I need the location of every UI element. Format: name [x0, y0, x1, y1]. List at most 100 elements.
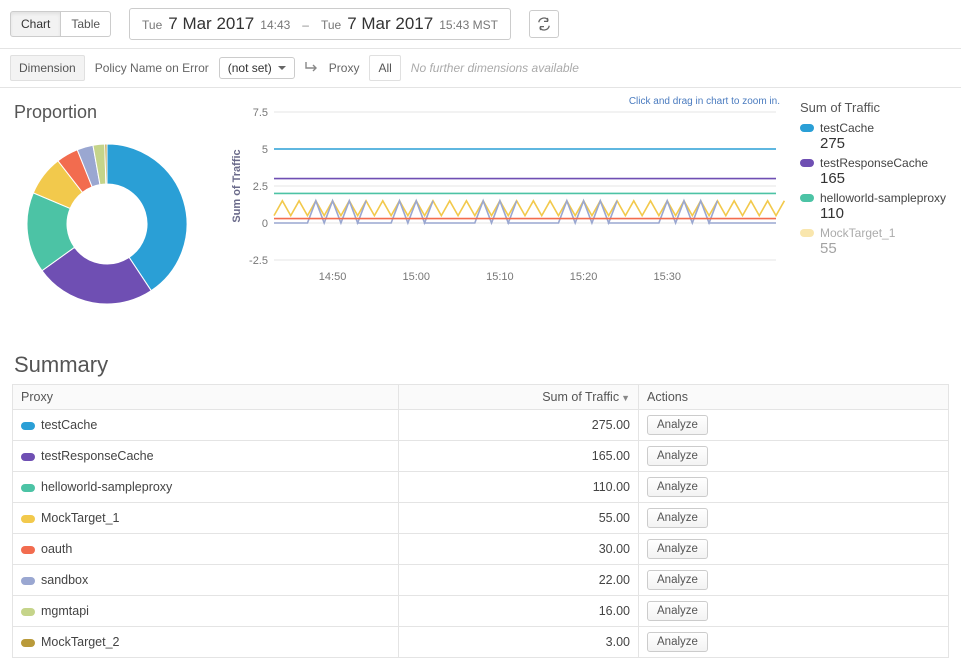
traffic-line-chart[interactable]: Click and drag in chart to zoom in. -2.5… — [226, 98, 786, 291]
cell-proxy: mgmtapi — [13, 596, 399, 627]
row-swatch-icon — [21, 515, 35, 523]
legend-item-testResponseCache[interactable]: testResponseCache — [800, 156, 961, 170]
cell-actions: Analyze — [639, 596, 949, 627]
cell-traffic: 165.00 — [398, 441, 638, 472]
legend-label: testCache — [820, 121, 874, 135]
svg-text:Sum of Traffic: Sum of Traffic — [231, 149, 243, 222]
cell-traffic: 275.00 — [398, 410, 638, 441]
row-swatch-icon — [21, 608, 35, 616]
summary-section: Summary Proxy Sum of Traffic▼ Actions te… — [12, 352, 949, 658]
analyze-button[interactable]: Analyze — [647, 477, 708, 497]
cell-actions: Analyze — [639, 503, 949, 534]
legend-title: Sum of Traffic — [800, 100, 961, 115]
legend-item-testCache[interactable]: testCache — [800, 121, 961, 135]
row-swatch-icon — [21, 546, 35, 554]
refresh-button[interactable] — [529, 10, 559, 38]
analyze-button[interactable]: Analyze — [647, 539, 708, 559]
legend-swatch-icon — [800, 194, 814, 202]
date-sep: – — [302, 18, 309, 32]
svg-text:5: 5 — [262, 144, 268, 156]
legend-label: helloworld-sampleproxy — [820, 191, 946, 205]
proportion-title: Proportion — [14, 102, 212, 123]
svg-text:14:50: 14:50 — [319, 271, 347, 283]
svg-text:0: 0 — [262, 218, 268, 230]
cell-traffic: 3.00 — [398, 627, 638, 658]
donut-chart[interactable] — [12, 129, 202, 309]
cell-proxy: helloworld-sampleproxy — [13, 472, 399, 503]
proportion-panel: Proportion — [12, 98, 212, 312]
col-proxy[interactable]: Proxy — [13, 385, 399, 410]
date-range-picker[interactable]: Tue 7 Mar 2017 14:43 – Tue 7 Mar 2017 15… — [129, 8, 511, 40]
svg-text:7.5: 7.5 — [253, 107, 268, 119]
legend-value: 110 — [820, 205, 961, 222]
table-row: testCache 275.00 Analyze — [13, 410, 949, 441]
legend-swatch-icon — [800, 124, 814, 132]
table-row: mgmtapi 16.00 Analyze — [13, 596, 949, 627]
cell-actions: Analyze — [639, 472, 949, 503]
col-traffic[interactable]: Sum of Traffic▼ — [398, 385, 638, 410]
all-pill[interactable]: All — [369, 55, 400, 81]
date-to-day: Tue — [321, 18, 341, 32]
analyze-button[interactable]: Analyze — [647, 601, 708, 621]
cell-proxy: oauth — [13, 534, 399, 565]
cell-traffic: 30.00 — [398, 534, 638, 565]
legend-label: testResponseCache — [820, 156, 928, 170]
cell-proxy: testResponseCache — [13, 441, 399, 472]
table-row: sandbox 22.00 Analyze — [13, 565, 949, 596]
legend-value: 165 — [820, 170, 961, 187]
analyze-button[interactable]: Analyze — [647, 446, 708, 466]
proxy-label: Proxy — [329, 61, 360, 75]
refresh-icon — [537, 17, 551, 31]
legend-value: 275 — [820, 135, 961, 152]
cell-proxy: sandbox — [13, 565, 399, 596]
row-swatch-icon — [21, 577, 35, 585]
col-actions: Actions — [639, 385, 949, 410]
view-toggle: Chart Table — [10, 11, 111, 37]
drill-icon — [305, 61, 319, 76]
date-from-day: Tue — [142, 18, 162, 32]
table-tab[interactable]: Table — [61, 11, 111, 37]
table-row: helloworld-sampleproxy 110.00 Analyze — [13, 472, 949, 503]
legend-swatch-icon — [800, 159, 814, 167]
analyze-button[interactable]: Analyze — [647, 570, 708, 590]
date-to-main: 7 Mar 2017 — [347, 14, 433, 34]
analyze-button[interactable]: Analyze — [647, 508, 708, 528]
table-row: testResponseCache 165.00 Analyze — [13, 441, 949, 472]
cell-proxy: MockTarget_1 — [13, 503, 399, 534]
cell-actions: Analyze — [639, 534, 949, 565]
cell-traffic: 16.00 — [398, 596, 638, 627]
svg-text:15:30: 15:30 — [653, 271, 681, 283]
policy-name-label: Policy Name on Error — [95, 61, 209, 75]
date-from-main: 7 Mar 2017 — [168, 14, 254, 34]
cell-traffic: 110.00 — [398, 472, 638, 503]
row-swatch-icon — [21, 422, 35, 430]
svg-text:15:20: 15:20 — [570, 271, 598, 283]
summary-title: Summary — [14, 352, 949, 378]
chart-tab[interactable]: Chart — [10, 11, 61, 37]
policy-name-select[interactable]: (not set) — [219, 57, 295, 79]
date-to-time: 15:43 MST — [439, 18, 498, 32]
row-swatch-icon — [21, 484, 35, 492]
date-from-time: 14:43 — [260, 18, 290, 32]
cell-traffic: 22.00 — [398, 565, 638, 596]
legend-item-helloworld-sampleproxy[interactable]: helloworld-sampleproxy — [800, 191, 961, 205]
sort-desc-icon: ▼ — [621, 393, 630, 403]
svg-text:-2.5: -2.5 — [249, 255, 268, 267]
legend-panel: Sum of Traffic testCache 275 testRespons… — [800, 98, 961, 261]
cell-actions: Analyze — [639, 565, 949, 596]
zoom-hint: Click and drag in chart to zoom in. — [629, 96, 780, 107]
series-sandbox[interactable] — [274, 201, 776, 223]
cell-actions: Analyze — [639, 627, 949, 658]
dimension-hint: No further dimensions available — [411, 61, 579, 75]
cell-traffic: 55.00 — [398, 503, 638, 534]
legend-item-MockTarget_1[interactable]: MockTarget_1 — [800, 226, 961, 240]
cell-actions: Analyze — [639, 410, 949, 441]
row-swatch-icon — [21, 639, 35, 647]
cell-actions: Analyze — [639, 441, 949, 472]
analyze-button[interactable]: Analyze — [647, 415, 708, 435]
row-swatch-icon — [21, 453, 35, 461]
svg-text:2.5: 2.5 — [253, 181, 268, 193]
analyze-button[interactable]: Analyze — [647, 632, 708, 652]
svg-text:15:10: 15:10 — [486, 271, 514, 283]
dimension-label: Dimension — [10, 55, 85, 81]
